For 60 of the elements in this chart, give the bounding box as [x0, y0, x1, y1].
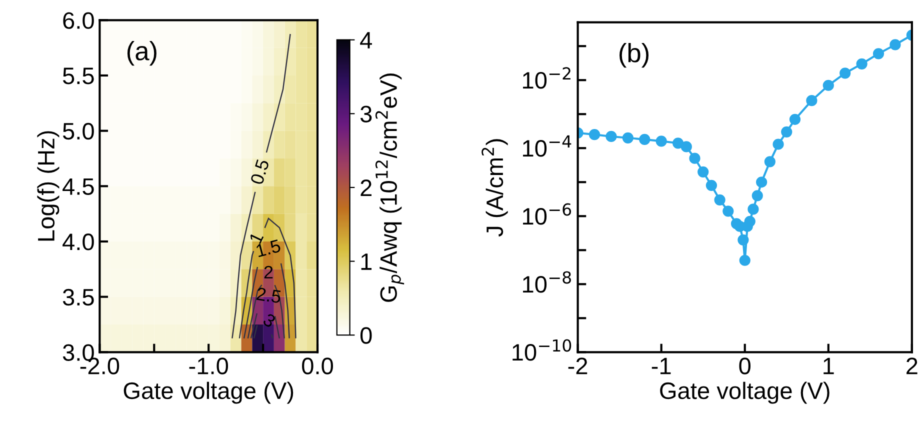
y-tick-label: 6.0 — [63, 12, 94, 29]
point — [822, 80, 834, 91]
point — [738, 234, 749, 246]
y-tick-label: 10$^{−4}$ — [523, 135, 572, 157]
annotation: 3 — [262, 312, 276, 328]
y-axis-title: J (A/cm$^{2}$) — [482, 139, 508, 237]
y-tick-label: 10$^{−6}$ — [523, 203, 572, 225]
point — [656, 136, 667, 147]
y-tick-label: 10$^{−2}$ — [523, 67, 570, 89]
point — [698, 166, 709, 178]
point — [789, 114, 801, 125]
x-tick-label: 1 — [824, 358, 834, 374]
point — [606, 130, 617, 142]
point — [680, 141, 692, 152]
color-bar-title: G$_{p}$/Awq (10$^{12}$/cm$^{2}$eV) — [375, 74, 404, 302]
point — [714, 194, 726, 206]
color-bar-label: 3 — [360, 106, 372, 122]
point — [756, 176, 768, 188]
annotation: 2 — [264, 266, 273, 278]
point — [764, 156, 776, 168]
point — [744, 216, 756, 227]
text: (b) — [620, 43, 649, 68]
annotation: 2.5 — [256, 287, 282, 304]
point — [722, 206, 734, 217]
point — [752, 190, 763, 202]
color-bar-label: 4 — [360, 32, 372, 48]
point — [748, 204, 759, 215]
annotation: 0.5 — [250, 158, 270, 186]
y-tick-label: 5.0 — [62, 122, 94, 140]
point — [622, 132, 634, 144]
y-tick-label: 4.0 — [62, 234, 94, 250]
point — [672, 138, 684, 149]
color-bar-label: 0 — [360, 327, 372, 344]
y-axis-title: Log(f) (Hz) — [37, 131, 60, 241]
point — [890, 39, 901, 50]
color-bar-label: 1 — [361, 254, 372, 270]
x-tick-label: -1 — [652, 358, 671, 374]
x-axis-title: Gate voltage (V) — [124, 382, 294, 404]
text: (a) — [127, 41, 156, 66]
point — [689, 152, 700, 164]
y-tick-label: 4.5 — [62, 178, 94, 195]
y-tick-label: 10$^{−8}$ — [523, 271, 571, 293]
point — [872, 48, 884, 60]
y-tick-label: 5.5 — [62, 68, 94, 84]
point — [706, 180, 718, 191]
x-tick-label: 0.0 — [302, 358, 333, 374]
point — [772, 138, 784, 150]
color-bar-label: 2 — [360, 180, 372, 196]
point — [781, 126, 792, 138]
y-tick-label: 3.5 — [62, 288, 94, 306]
x-axis-title: Gate voltage (V) — [660, 382, 830, 404]
point — [588, 129, 600, 140]
point — [806, 95, 818, 106]
x-tick-label: 0 — [739, 358, 751, 374]
x-tick-label: 2 — [906, 358, 918, 374]
point — [856, 58, 868, 70]
x-tick-label: -1.0 — [189, 358, 228, 374]
point — [840, 68, 851, 79]
point — [639, 134, 650, 145]
point — [739, 254, 750, 266]
